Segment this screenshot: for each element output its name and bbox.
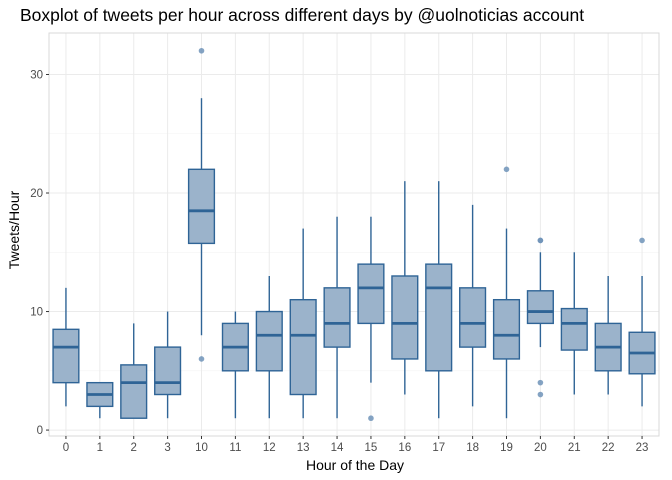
outlier-point <box>537 237 544 244</box>
x-tick-label: 14 <box>331 442 344 454</box>
iqr-box <box>120 364 148 419</box>
outlier-point <box>537 391 544 398</box>
outlier-point <box>198 356 205 362</box>
outlier-point <box>537 379 544 386</box>
x-tick-label: 12 <box>263 442 276 454</box>
boxes-layer <box>52 47 656 422</box>
x-tick-label: 0 <box>63 442 69 454</box>
box-hour-0 <box>52 287 80 407</box>
y-axis-title: Tweets/Hour <box>6 190 22 269</box>
iqr-box <box>459 287 487 348</box>
iqr-box <box>425 263 453 372</box>
iqr-box <box>560 307 588 351</box>
iqr-box <box>187 168 216 245</box>
box-hour-22 <box>594 275 622 395</box>
box-hour-21 <box>560 252 588 395</box>
iqr-box <box>255 310 283 372</box>
y-tick-label: 20 <box>30 188 43 200</box>
x-tick-label: 19 <box>500 442 513 454</box>
y-tick-label: 10 <box>30 307 43 319</box>
outlier-point <box>503 166 510 173</box>
outlier-point <box>368 415 374 422</box>
iqr-box <box>323 287 351 348</box>
x-tick-label: 15 <box>365 442 378 454</box>
iqr-box <box>391 275 419 360</box>
box-hour-18 <box>459 204 487 407</box>
box-hour-11 <box>221 311 249 419</box>
x-axis-ticks: 0 1 2 3 10 11 12 13 14 15 16 17 18 19 20 21 22 23 <box>63 436 649 454</box>
box-hour-2 <box>120 323 148 419</box>
x-tick-label: 13 <box>297 442 310 454</box>
x-tick-label: 18 <box>466 442 479 454</box>
box-hour-3 <box>154 311 182 419</box>
box-hour-13 <box>289 228 317 419</box>
iqr-box <box>289 298 317 396</box>
iqr-box <box>357 263 385 325</box>
box-hour-10 <box>187 47 216 362</box>
x-tick-label: 17 <box>432 442 445 454</box>
iqr-box <box>492 298 521 360</box>
x-tick-label: 21 <box>568 442 581 454</box>
box-hour-14 <box>323 216 351 419</box>
chart-title: Boxplot of tweets per hour across differ… <box>20 5 584 25</box>
box-hour-23 <box>628 237 656 407</box>
box-hour-15 <box>357 216 385 422</box>
y-axis-ticks: 0 10 20 30 <box>30 69 49 437</box>
x-tick-label: 22 <box>602 442 615 454</box>
y-tick-label: 0 <box>37 425 43 437</box>
x-tick-label: 23 <box>636 442 649 454</box>
x-tick-label: 1 <box>97 442 103 454</box>
x-tick-label: 3 <box>164 442 170 454</box>
box-hour-1 <box>86 381 114 419</box>
panel-border <box>48 32 660 437</box>
iqr-box <box>154 346 182 396</box>
x-tick-label: 2 <box>131 442 137 454</box>
outlier-point <box>639 237 645 244</box>
box-hour-12 <box>255 275 283 419</box>
x-tick-label: 11 <box>229 442 241 454</box>
x-axis-title: Hour of the Day <box>306 457 404 473</box>
x-tick-label: 16 <box>398 442 411 454</box>
iqr-box <box>52 328 80 384</box>
y-tick-label: 30 <box>30 69 43 81</box>
box-hour-16 <box>391 181 419 395</box>
box-hour-17 <box>425 181 453 419</box>
iqr-box <box>526 290 554 325</box>
box-hour-19 <box>492 166 521 419</box>
box-hour-20 <box>526 237 554 398</box>
outlier-point <box>198 47 205 54</box>
x-tick-label: 10 <box>195 442 208 454</box>
x-tick-label: 20 <box>534 442 547 454</box>
